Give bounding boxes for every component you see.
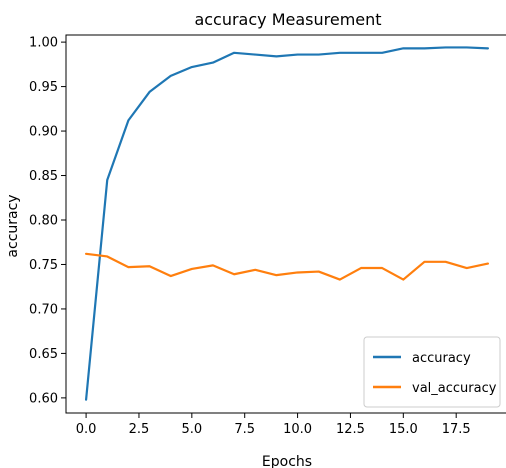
y-tick-label: 0.75 <box>29 258 58 273</box>
series-line-val-accuracy <box>84 252 490 281</box>
x-axis-title: Epochs <box>262 454 312 468</box>
x-tick-label: 10.0 <box>283 422 312 437</box>
y-tick-label: 0.90 <box>29 125 58 140</box>
y-tick-label: 0.80 <box>29 213 58 228</box>
y-axis-title: accuracy <box>5 194 21 257</box>
y-tick-label: 0.70 <box>29 302 58 317</box>
x-tick-label: 15.0 <box>389 422 418 437</box>
x-tick-label: 0.0 <box>76 422 97 437</box>
y-tick-label: 1.00 <box>29 36 58 51</box>
chart-title: accuracy Measurement <box>194 10 381 29</box>
x-tick-label: 5.0 <box>181 422 202 437</box>
legend-box <box>363 336 501 408</box>
x-tick-label: 12.5 <box>336 422 365 437</box>
y-tick-label: 0.65 <box>29 347 58 362</box>
x-tick-label: 17.5 <box>442 422 471 437</box>
x-tick-label: 2.5 <box>129 422 150 437</box>
y-tick-label: 0.85 <box>29 169 58 184</box>
series-line-accuracy <box>84 46 490 401</box>
x-axis: 0.0 2.5 5.0 7.5 10.0 12.5 15.0 17.5 <box>76 413 471 437</box>
legend-val-accuracy-label: val_accuracy <box>412 381 497 396</box>
plot-area <box>65 34 506 414</box>
y-tick-label: 0.95 <box>29 80 58 95</box>
legend-accuracy-label: accuracy <box>412 351 471 366</box>
legend: accuracy val_accuracy <box>363 336 501 408</box>
y-axis: 0.60 0.65 0.70 0.75 0.80 0.85 0.90 0.95 1.00 <box>29 36 66 406</box>
series-layer <box>84 46 490 401</box>
x-tick-label: 7.5 <box>234 422 255 437</box>
y-tick-label: 0.60 <box>29 391 58 406</box>
plot-frame <box>65 34 506 414</box>
